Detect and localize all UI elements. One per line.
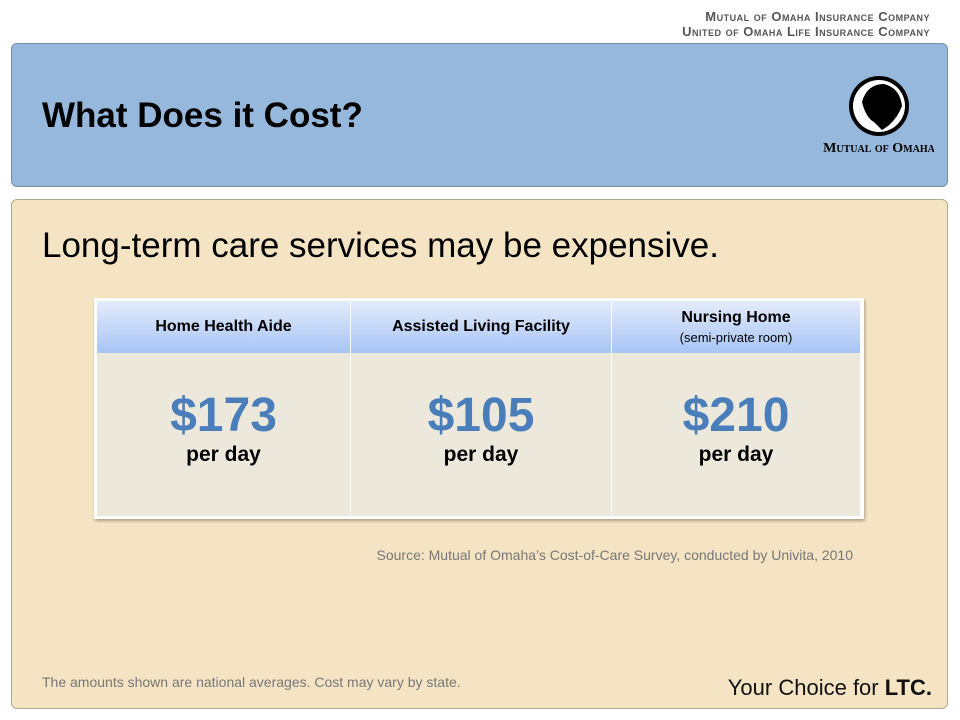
column-header: Nursing Home (semi-private room) (612, 301, 861, 353)
cost-cell: $105 per day (351, 353, 612, 516)
cost-unit: per day (443, 443, 519, 466)
cost-amount: $105 (427, 389, 535, 442)
title-panel (11, 43, 948, 187)
column-header: Home Health Aide (97, 301, 351, 353)
table-column: Assisted Living Facility $105 per day (351, 301, 612, 516)
table-column: Nursing Home (semi-private room) $210 per d… (612, 301, 861, 516)
tagline: Your Choice for LTC. (728, 675, 932, 701)
cost-unit: per day (698, 443, 774, 466)
column-name: Assisted Living Facility (392, 318, 570, 335)
cost-amount: $173 (170, 389, 277, 442)
source: Source: Mutual of Omaha’s Cost-of-Care S… (376, 547, 854, 563)
subtitle: Long-term care services may be expensive… (42, 226, 719, 265)
tagline-emphasis: LTC. (884, 675, 932, 700)
cost-cell: $173 per day (97, 353, 351, 516)
column-name: Home Health Aide (155, 318, 292, 335)
footnote: The amounts shown are national averages.… (42, 674, 461, 690)
logo: Mutual of Omaha (823, 76, 934, 156)
company-line: United of Omaha Life Insurance Company (682, 24, 930, 39)
cost-unit: per day (186, 443, 261, 466)
table-column: Home Health Aide $173 per day (97, 301, 351, 516)
column-header: Assisted Living Facility (351, 301, 612, 353)
column-name: Nursing Home (681, 309, 791, 326)
column-note: (semi-private room) (679, 330, 793, 345)
cost-table: Home Health Aide $173 per day Assisted Livi… (94, 298, 864, 519)
logo-text: Mutual of Omaha (823, 141, 934, 156)
cost-cell: $210 per day (612, 353, 861, 516)
title: What Does it Cost? (42, 96, 363, 135)
tagline-text: Your Choice for (727, 675, 879, 700)
cost-amount: $210 (682, 389, 790, 442)
company-line: Mutual of Omaha Insurance Company (705, 9, 930, 24)
